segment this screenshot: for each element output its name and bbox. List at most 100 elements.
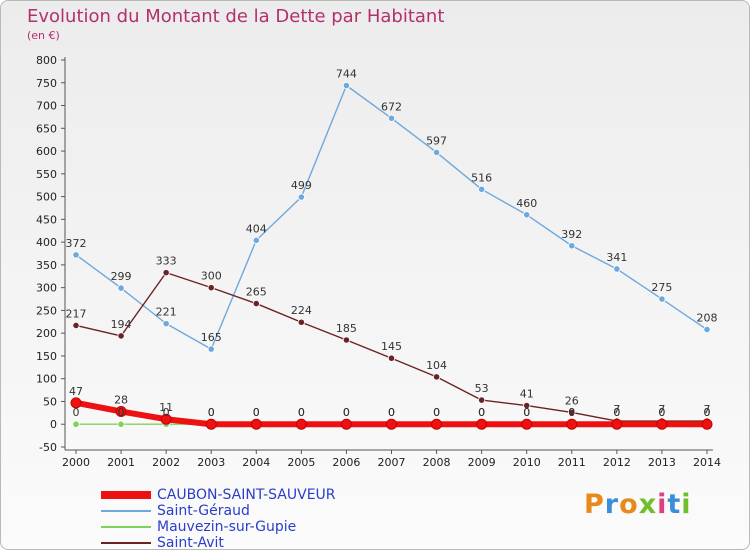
- data-point: [117, 332, 125, 340]
- data-point: [566, 418, 578, 430]
- data-point: [478, 185, 486, 193]
- data-label: 208: [697, 312, 718, 325]
- data-label: 194: [111, 318, 132, 331]
- x-tick-label: 2008: [423, 456, 451, 469]
- data-label: 0: [208, 406, 215, 419]
- data-point: [478, 396, 486, 404]
- data-point: [387, 354, 396, 362]
- data-label: 7: [658, 403, 665, 416]
- data-label: 341: [606, 251, 627, 264]
- data-point: [611, 418, 623, 430]
- y-tick-label: -50: [39, 441, 57, 454]
- x-tick-label: 2002: [152, 456, 180, 469]
- y-tick-label: 50: [43, 395, 57, 408]
- data-point: [658, 295, 666, 303]
- data-label: 185: [336, 322, 357, 335]
- data-label: 392: [561, 228, 582, 241]
- data-point: [656, 418, 668, 430]
- data-label: 300: [201, 270, 222, 283]
- data-label: 460: [516, 197, 537, 210]
- data-point: [342, 336, 351, 344]
- legend-label: Saint-Géraud: [157, 503, 250, 519]
- data-label: 7: [704, 403, 711, 416]
- legend-swatch: [101, 510, 151, 512]
- data-label: 0: [343, 406, 350, 419]
- data-label: 372: [66, 237, 87, 250]
- y-tick-label: 700: [36, 100, 57, 113]
- data-point: [160, 413, 172, 425]
- data-label: 0: [613, 406, 620, 419]
- data-label: 0: [478, 406, 485, 419]
- data-label: 224: [291, 304, 312, 317]
- y-tick-label: 500: [36, 191, 57, 204]
- data-label: 0: [388, 406, 395, 419]
- data-label: 597: [426, 134, 447, 147]
- data-point: [432, 148, 441, 157]
- x-tick-label: 2005: [287, 456, 315, 469]
- y-tick-label: 800: [36, 54, 57, 67]
- data-point: [205, 418, 217, 430]
- y-tick-label: 200: [36, 327, 57, 340]
- x-tick-label: 2007: [378, 456, 406, 469]
- y-tick-label: 0: [50, 418, 57, 431]
- data-label: 0: [658, 406, 665, 419]
- chart-title: Evolution du Montant de la Dette par Hab…: [27, 6, 445, 27]
- data-label: 299: [111, 270, 132, 283]
- x-tick-label: 2000: [62, 456, 90, 469]
- y-tick-label: 350: [36, 259, 57, 272]
- data-label: 0: [478, 406, 485, 419]
- x-tick-label: 2011: [558, 456, 586, 469]
- data-point: [252, 236, 260, 244]
- data-label: 333: [156, 255, 177, 268]
- x-tick-label: 2003: [197, 456, 225, 469]
- data-point: [70, 397, 82, 409]
- data-label: 0: [253, 406, 260, 419]
- data-label: 0: [704, 406, 711, 419]
- data-label: 0: [523, 406, 530, 419]
- data-point: [568, 408, 576, 416]
- data-point: [387, 114, 396, 122]
- data-point: [340, 418, 352, 430]
- data-point: [297, 193, 305, 201]
- proxiti-logo: Proxiti: [584, 489, 692, 520]
- data-label: 0: [658, 406, 665, 419]
- logo-letter: x: [638, 489, 658, 520]
- data-point: [72, 321, 80, 330]
- data-label: 221: [156, 306, 177, 319]
- data-point: [703, 325, 711, 334]
- data-point: [295, 418, 307, 430]
- data-label: 0: [343, 406, 350, 419]
- data-point: [252, 299, 260, 308]
- legend-label: Mauvezin-sur-Gupie: [157, 519, 297, 535]
- data-point: [117, 284, 125, 292]
- x-tick-label: 2001: [107, 456, 135, 469]
- y-tick-label: 400: [36, 236, 57, 249]
- y-tick-label: 150: [36, 350, 57, 363]
- y-tick-label: 100: [36, 373, 57, 386]
- x-tick-label: 2009: [468, 456, 496, 469]
- data-point: [701, 418, 713, 430]
- y-tick-label: 600: [36, 145, 57, 158]
- logo-letter: o: [619, 489, 639, 520]
- chart-unit: (en €): [27, 29, 60, 42]
- data-point: [523, 211, 531, 219]
- legend-label: Saint-Avit: [157, 535, 224, 550]
- data-point: [162, 320, 170, 328]
- data-label: 275: [651, 281, 672, 294]
- data-point: [523, 401, 531, 410]
- data-label: 26: [565, 394, 579, 407]
- logo-letter: t: [667, 489, 682, 520]
- data-label: 41: [520, 388, 534, 401]
- data-point: [72, 251, 80, 259]
- data-label: 744: [336, 67, 357, 80]
- logo-letter: i: [681, 489, 692, 520]
- data-label: 104: [426, 359, 447, 372]
- data-point: [386, 418, 397, 430]
- data-label: 0: [704, 406, 711, 419]
- data-label: 0: [253, 406, 260, 419]
- data-point: [72, 420, 80, 428]
- x-tick-label: 2012: [603, 456, 631, 469]
- y-tick-label: 300: [36, 282, 57, 295]
